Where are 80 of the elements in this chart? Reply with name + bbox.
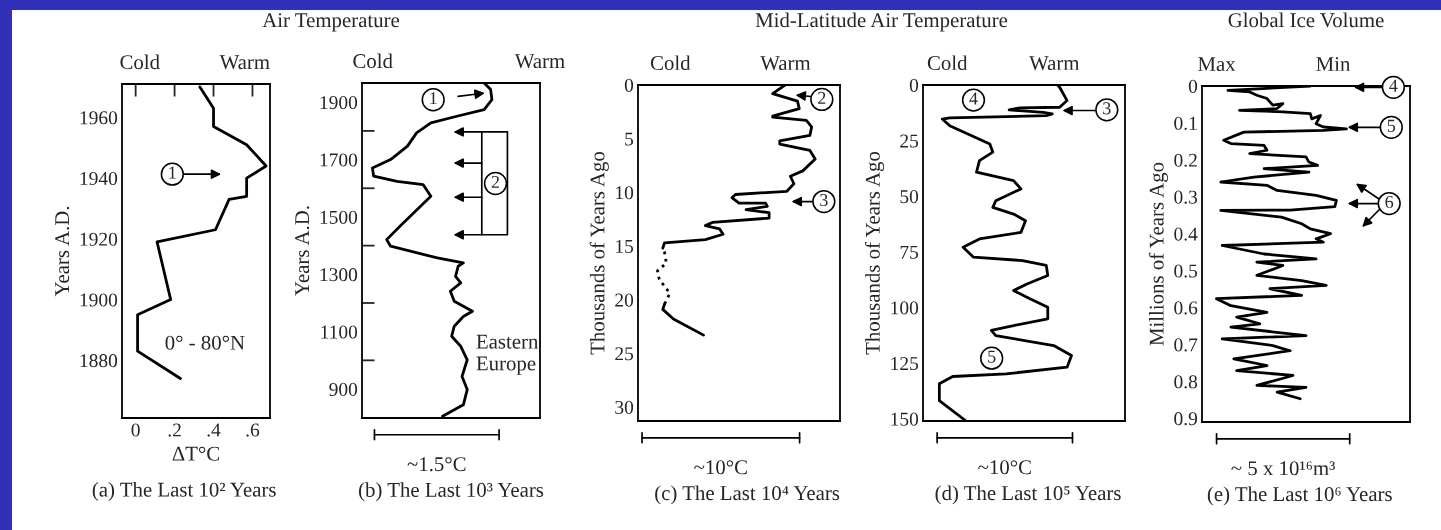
x-axis-title: ~10°C — [978, 460, 1031, 475]
annotation: 0° - 80°N — [165, 335, 245, 350]
y-tick-label: 1900 — [320, 96, 358, 110]
y-tick-label: 0.5 — [1174, 264, 1198, 278]
y-tick-label: 100 — [891, 301, 919, 315]
y-tick-label: 0.4 — [1174, 227, 1198, 241]
y-tick-label: 1940 — [80, 171, 118, 186]
y-tick-label: 900 — [329, 382, 358, 396]
text: (e) The Last 10⁶ Years — [1207, 486, 1392, 506]
text: 3 — [820, 193, 828, 207]
y-tick-label: 1880 — [80, 354, 118, 368]
y-tick-label: 0 — [624, 78, 634, 92]
annotation: Eastern Europe — [476, 334, 539, 375]
y-tick-label: 0.7 — [1174, 338, 1198, 352]
annotation: 5 — [988, 350, 996, 363]
text: Max — [1198, 57, 1236, 72]
y-tick-label: 30 — [615, 400, 634, 414]
y-tick-label: 0.3 — [1174, 190, 1198, 204]
text: Cold — [650, 55, 691, 71]
y-tick-label: 5 — [625, 132, 634, 146]
text: (b) The Last 10³ Years — [359, 482, 544, 502]
text: 5 — [1387, 119, 1396, 132]
x-tick-label: .4 — [207, 423, 221, 437]
y-axis-title: Thousands of Years Ago — [864, 151, 885, 355]
x-axis-title: ~10°C — [694, 460, 747, 475]
text: Cold — [927, 55, 968, 71]
x-tick-label: .6 — [246, 423, 260, 437]
text: Warm — [514, 54, 565, 69]
y-axis-title: Years A.D. — [55, 206, 70, 297]
y-tick-label: 1960 — [80, 111, 118, 125]
y-tick-label: 1920 — [80, 232, 118, 246]
chart-title: Global Ice Volume — [1228, 12, 1384, 28]
y-tick-label: 1100 — [321, 325, 358, 339]
y-tick-label: 0 — [909, 78, 919, 92]
text: (a) The Last 10² Years — [92, 482, 276, 501]
y-tick-label: 25 — [900, 134, 919, 148]
text: 4 — [1389, 79, 1398, 92]
text: Cold — [353, 53, 393, 69]
annotation: 1 — [169, 166, 176, 179]
y-tick-label: 0.6 — [1174, 301, 1198, 315]
y-tick-label: 0.1 — [1174, 116, 1197, 130]
y-tick-label: 0 — [1188, 79, 1198, 93]
annotation: 2 — [491, 175, 500, 188]
text: Warm — [1029, 56, 1080, 71]
text: Warm — [760, 56, 811, 71]
text: Warm — [219, 55, 270, 70]
y-tick-label: 10 — [616, 186, 634, 200]
y-tick-label: 0.9 — [1174, 412, 1198, 426]
text: Mid-Latitude Air Temperature — [755, 12, 1008, 32]
y-tick-label: 15 — [616, 239, 634, 253]
text: 2 — [818, 91, 826, 104]
x-axis-title: ~ 5 x 10¹⁶m³ — [1231, 461, 1335, 476]
y-tick-label: 1700 — [320, 153, 358, 167]
y-tick-label: 125 — [891, 357, 919, 371]
y-tick-label: 0.8 — [1174, 375, 1198, 389]
x-tick-label: .2 — [168, 423, 181, 437]
y-axis-title: Millions of Years Ago — [1148, 162, 1168, 346]
x-tick-label: 0 — [131, 423, 140, 437]
y-tick-label: 150 — [891, 412, 919, 426]
y-tick-label: 0.2 — [1174, 153, 1197, 167]
text: 3 — [1103, 102, 1111, 115]
text: (c) The Last 10⁴ Years — [655, 485, 840, 505]
y-tick-label: 1300 — [320, 268, 358, 282]
y-tick-label: 50 — [900, 190, 919, 204]
x-axis-title: ~1.5°C — [407, 457, 466, 472]
y-tick-label: 1900 — [80, 293, 118, 307]
y-tick-label: 25 — [615, 347, 634, 361]
y-tick-label: 20 — [615, 293, 634, 307]
x-axis-title: ΔT°C — [172, 446, 220, 461]
text: Min — [1316, 57, 1351, 71]
annotation: 4 — [969, 92, 978, 105]
text: Cold — [120, 54, 160, 70]
y-axis-title: Years A.D. — [295, 206, 310, 296]
y-tick-label: 75 — [900, 245, 919, 259]
text: (d) The Last 10⁵ Years — [935, 485, 1121, 505]
text: 6 — [1385, 195, 1394, 209]
annotation: 1 — [430, 92, 437, 105]
text: Air Temperature — [262, 13, 400, 32]
y-tick-label: 1500 — [320, 210, 358, 224]
y-axis-title: Thousands of Years Ago — [589, 151, 609, 355]
